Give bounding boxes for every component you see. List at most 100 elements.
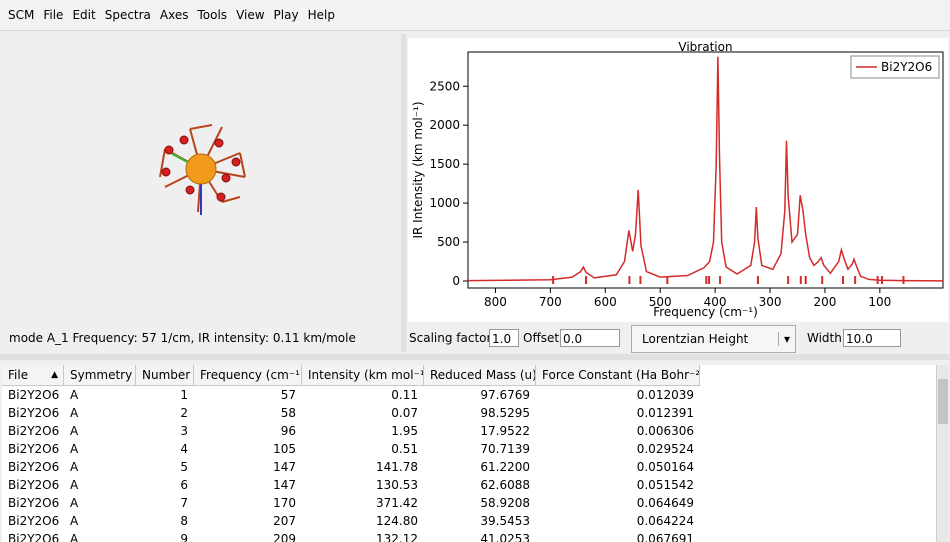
column-header[interactable]: Frequency (cm⁻¹) bbox=[194, 365, 302, 386]
table-cell: 207 bbox=[273, 514, 296, 528]
mode-stick bbox=[799, 276, 802, 284]
mode-stick bbox=[804, 276, 807, 284]
scaling-input[interactable]: 1.0 bbox=[489, 329, 519, 347]
splitter[interactable] bbox=[401, 34, 406, 352]
mode-stick bbox=[902, 276, 905, 284]
mode-table: File ▲ Symmetry Number Frequency (cm⁻¹) Inten… bbox=[2, 365, 936, 542]
table-cell: 8 bbox=[180, 514, 188, 528]
status-text: mode A_1 Frequency: 57 1/cm, IR intensit… bbox=[9, 331, 356, 345]
table-cell: 147 bbox=[273, 478, 296, 492]
table-cell: 39.5453 bbox=[480, 514, 530, 528]
chart: Vibration 0 500 1000 1500 2000 2500 800 700 600 50… bbox=[408, 38, 948, 322]
table-cell: 0.11 bbox=[391, 388, 418, 402]
sort-indicator: ▲ bbox=[51, 370, 58, 380]
table-cell: 3 bbox=[180, 424, 188, 438]
table-cell: 62.6088 bbox=[480, 478, 530, 492]
table-cell: 58.9208 bbox=[480, 496, 530, 510]
menu-item[interactable]: SCM bbox=[8, 8, 35, 22]
table-cell: 98.5295 bbox=[480, 406, 530, 420]
menu-item[interactable]: Help bbox=[307, 8, 335, 22]
splitter[interactable] bbox=[0, 354, 950, 360]
column-header[interactable]: Intensity (km mol⁻¹) bbox=[302, 365, 424, 386]
width-label: Width: bbox=[807, 331, 846, 345]
table-cell: 0.07 bbox=[391, 406, 418, 420]
table-cell: Bi2Y2O6 bbox=[8, 532, 60, 542]
menu-item[interactable]: File bbox=[43, 8, 64, 22]
mode-stick bbox=[787, 276, 790, 284]
table-cell: Bi2Y2O6 bbox=[8, 478, 60, 492]
table-cell: 6 bbox=[180, 478, 188, 492]
menu-item[interactable]: Axes bbox=[159, 8, 189, 22]
x-tick-label: 100 bbox=[868, 295, 891, 309]
x-tick-label: 500 bbox=[649, 295, 672, 309]
column-header[interactable]: Number bbox=[136, 365, 194, 386]
table-cell: Bi2Y2O6 bbox=[8, 496, 60, 510]
scrollbar[interactable] bbox=[936, 365, 949, 542]
table-cell: 41.0253 bbox=[480, 532, 530, 542]
offset-input[interactable]: 0.0 bbox=[560, 329, 620, 347]
column-header[interactable]: Symmetry bbox=[64, 365, 136, 386]
y-axis-label: IR Intensity (km mol⁻¹) bbox=[411, 101, 425, 238]
width-input[interactable]: 10.0 bbox=[843, 329, 901, 347]
menu-item[interactable]: View bbox=[236, 8, 265, 22]
menu-item[interactable]: Spectra bbox=[104, 8, 151, 22]
menu-bar: SCM File Edit Spectra Axes Tools View Play Help bbox=[0, 0, 950, 31]
table-cell: Bi2Y2O6 bbox=[8, 388, 60, 402]
mode-stick bbox=[705, 276, 708, 284]
table-cell: 61.2200 bbox=[480, 460, 530, 474]
table-cell: 132.12 bbox=[376, 532, 418, 542]
mode-stick bbox=[842, 276, 845, 284]
menu-item[interactable]: Play bbox=[273, 8, 299, 22]
table-cell: 0.029524 bbox=[636, 442, 694, 456]
table-cell: 7 bbox=[180, 496, 188, 510]
spectrum-line bbox=[467, 56, 944, 282]
mode-stick bbox=[708, 276, 711, 284]
mode-stick bbox=[821, 276, 824, 284]
scroll-thumb[interactable] bbox=[938, 379, 948, 424]
mode-stick bbox=[666, 276, 669, 284]
table-cell: A bbox=[70, 532, 79, 542]
table-cell: 0.051542 bbox=[636, 478, 694, 492]
column-header[interactable]: Force Constant (Ha Bohr⁻²) bbox=[536, 365, 700, 386]
x-tick-label: 400 bbox=[704, 295, 727, 309]
table-cell: 9 bbox=[180, 532, 188, 542]
table-cell: 124.80 bbox=[376, 514, 418, 528]
table-cell: A bbox=[70, 460, 79, 474]
table-cell: 5 bbox=[180, 460, 188, 474]
table-cell: 70.7139 bbox=[480, 442, 530, 456]
table-cell: 371.42 bbox=[376, 496, 418, 510]
lineshape-select[interactable]: Lorentzian Height ▾ bbox=[631, 325, 796, 353]
x-tick-label: 600 bbox=[594, 295, 617, 309]
table-cell: 130.53 bbox=[376, 478, 418, 492]
table-cell: A bbox=[70, 388, 79, 402]
table-cell: A bbox=[70, 406, 79, 420]
chart-title: Vibration bbox=[678, 40, 732, 54]
y-tick-label: 2000 bbox=[429, 118, 460, 132]
y-tick-label: 0 bbox=[452, 274, 460, 288]
mode-stick bbox=[719, 276, 722, 284]
table-cell: Bi2Y2O6 bbox=[8, 514, 60, 528]
column-header[interactable]: File ▲ bbox=[2, 365, 64, 386]
y-tick-label: 1500 bbox=[429, 157, 460, 171]
y-tick-label: 2500 bbox=[429, 79, 460, 93]
table-cell: 0.064649 bbox=[636, 496, 694, 510]
mode-stick bbox=[881, 276, 884, 284]
x-axis-label: Frequency (cm⁻¹) bbox=[653, 305, 758, 319]
legend-label: Bi2Y2O6 bbox=[881, 60, 932, 74]
menu-item[interactable]: Tools bbox=[197, 8, 228, 22]
mode-stick bbox=[628, 276, 631, 284]
table-cell: 0.064224 bbox=[636, 514, 694, 528]
table-cell: Bi2Y2O6 bbox=[8, 406, 60, 420]
lineshape-text: Lorentzian Height bbox=[642, 332, 749, 346]
table-cell: 96 bbox=[280, 424, 296, 438]
table-cell: Bi2Y2O6 bbox=[8, 460, 60, 474]
column-header[interactable]: Reduced Mass (u) bbox=[424, 365, 536, 386]
table-cell: A bbox=[70, 424, 79, 438]
table-cell: 57 bbox=[280, 388, 296, 402]
table-cell: 105 bbox=[273, 442, 296, 456]
molecule bbox=[159, 124, 246, 215]
menu-item[interactable]: Edit bbox=[72, 8, 96, 22]
table-cell: 0.067691 bbox=[636, 532, 694, 542]
y-tick-label: 500 bbox=[437, 235, 460, 249]
